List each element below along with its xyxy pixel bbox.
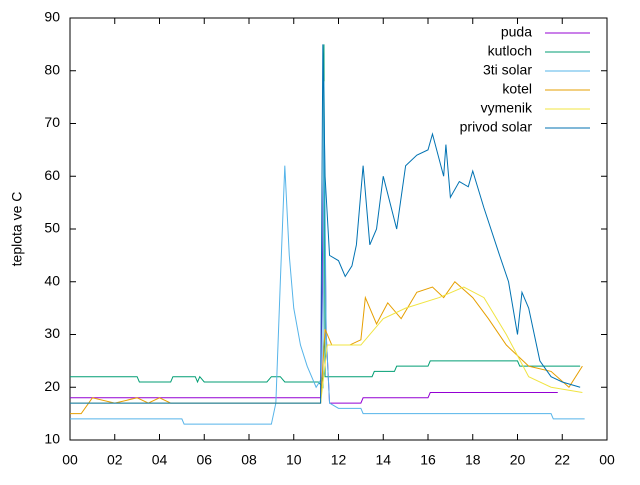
y-tick-label: 70 bbox=[44, 114, 60, 130]
x-tick-label: 10 bbox=[286, 452, 302, 468]
series-line bbox=[70, 144, 558, 404]
x-tick-label: 12 bbox=[331, 452, 347, 468]
x-tick-label: 14 bbox=[375, 452, 391, 468]
y-tick-label: 50 bbox=[44, 220, 60, 236]
y-tick-label: 20 bbox=[44, 378, 60, 394]
y-tick-label: 80 bbox=[44, 61, 60, 77]
x-tick-label: 00 bbox=[62, 452, 78, 468]
x-tick-label: 20 bbox=[510, 452, 526, 468]
legend-label: vymenik bbox=[481, 100, 533, 116]
legend-label: 3ti solar bbox=[483, 62, 532, 78]
series-line bbox=[70, 44, 581, 389]
legend-label: privod solar bbox=[460, 119, 533, 135]
legend-label: kutloch bbox=[488, 43, 532, 59]
x-tick-label: 04 bbox=[152, 452, 168, 468]
y-tick-label: 90 bbox=[44, 9, 60, 25]
series-line bbox=[70, 286, 583, 404]
y-tick-label: 60 bbox=[44, 167, 60, 183]
series-line bbox=[70, 281, 583, 415]
y-tick-label: 30 bbox=[44, 325, 60, 341]
y-tick-label: 40 bbox=[44, 272, 60, 288]
legend-label: puda bbox=[501, 24, 532, 40]
x-tick-label: 06 bbox=[196, 452, 212, 468]
y-axis-label: teplota ve C bbox=[9, 192, 25, 267]
x-tick-label: 18 bbox=[465, 452, 481, 468]
legend-label: kotel bbox=[502, 81, 532, 97]
x-tick-label: 00 bbox=[599, 452, 615, 468]
series-line bbox=[70, 44, 581, 404]
y-tick-label: 10 bbox=[44, 431, 60, 447]
x-tick-label: 22 bbox=[554, 452, 570, 468]
x-tick-label: 08 bbox=[241, 452, 257, 468]
series-line bbox=[70, 81, 585, 425]
x-tick-label: 02 bbox=[107, 452, 123, 468]
x-tick-label: 16 bbox=[420, 452, 436, 468]
